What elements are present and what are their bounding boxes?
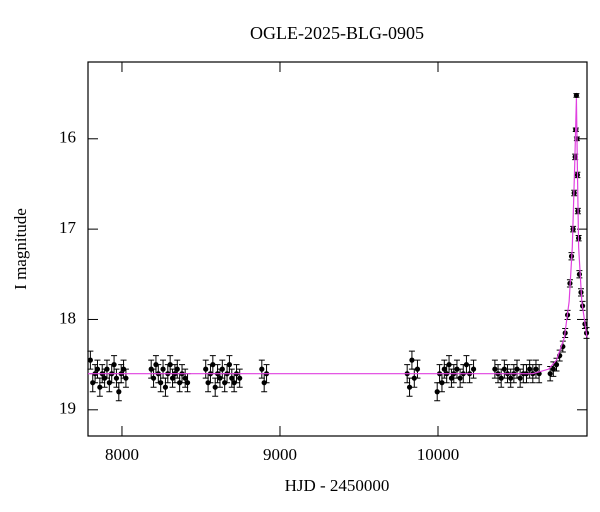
y-tick-label: 16 <box>59 128 76 147</box>
data-point <box>550 366 556 372</box>
data-point <box>160 366 166 372</box>
data-point <box>113 375 120 381</box>
data-point <box>411 375 417 381</box>
data-point <box>212 384 218 390</box>
data-point <box>492 366 498 372</box>
y-axis-label: I magnitude <box>11 208 30 290</box>
data-point <box>116 389 122 395</box>
data-point <box>226 362 233 368</box>
x-tick-label: 8000 <box>105 445 139 464</box>
data-point <box>203 366 209 372</box>
data-point <box>514 366 520 372</box>
x-tick-label: 9000 <box>263 445 297 464</box>
data-point <box>94 366 101 372</box>
y-tick-label: 19 <box>59 399 76 418</box>
data-point <box>150 375 157 381</box>
data-point <box>547 371 553 377</box>
data-point <box>508 375 514 381</box>
data-point <box>111 362 117 368</box>
data-point <box>97 384 103 390</box>
data-point <box>527 366 533 372</box>
data-point <box>184 380 191 386</box>
x-tick-label: 10000 <box>417 445 460 464</box>
data-point <box>123 375 129 381</box>
chart-title: OGLE-2025-BLG-0905 <box>250 23 424 43</box>
data-point <box>553 362 560 368</box>
data-point <box>501 366 507 372</box>
data-point <box>448 375 455 381</box>
data-point <box>259 366 265 372</box>
data-point <box>470 366 477 372</box>
data-point <box>576 271 583 277</box>
y-tick-label: 18 <box>59 308 76 327</box>
data-point <box>162 384 169 390</box>
data-point <box>439 380 445 386</box>
data-point <box>169 375 176 381</box>
data-point <box>406 384 413 390</box>
data-point <box>573 92 580 99</box>
data-point <box>454 366 460 372</box>
data-point <box>237 375 243 381</box>
data-point <box>517 375 523 381</box>
data-point <box>441 366 447 372</box>
data-point <box>457 375 463 381</box>
data-point <box>409 357 415 363</box>
data-point <box>498 375 504 381</box>
data-point <box>167 362 173 368</box>
data-point <box>87 357 93 363</box>
data-point <box>463 362 470 368</box>
data-point <box>174 366 180 372</box>
data-point <box>104 366 110 372</box>
data-point <box>158 380 164 386</box>
data-point <box>533 366 539 372</box>
data-point <box>210 362 216 368</box>
data-point <box>446 362 452 368</box>
x-axis-label: HJD - 2450000 <box>285 476 390 495</box>
data-point <box>414 366 421 372</box>
data-point <box>182 375 188 381</box>
y-tick-label: 17 <box>59 218 77 237</box>
model-line <box>88 98 588 375</box>
data-point <box>229 375 235 381</box>
plot-frame <box>87 61 588 437</box>
data-point <box>219 366 225 372</box>
data-point <box>434 389 440 395</box>
